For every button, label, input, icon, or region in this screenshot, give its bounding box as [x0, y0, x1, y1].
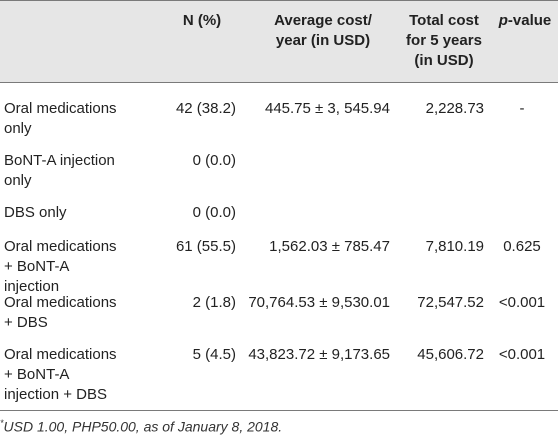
table-row: Oral medications + BoNT-A injection + DB…: [0, 345, 558, 411]
table-row: DBS only 0 (0.0): [0, 203, 558, 229]
row-average-cost: 70,764.53 ± 9,530.01: [248, 294, 390, 311]
row-n: 61 (55.5): [175, 238, 236, 255]
table-row: BoNT-A injection only 0 (0.0): [0, 151, 558, 203]
row-average-cost: 445.75 ± 3, 545.94: [264, 100, 390, 117]
row-p-value: 0.625: [503, 238, 541, 255]
table-row: Oral medications only 42 (38.2) 445.75 ±…: [0, 99, 558, 151]
header-average-cost: Average cost/ year (in USD): [274, 12, 372, 49]
header-total-cost: Total cost for 5 years (in USD): [406, 12, 482, 69]
row-p-value: <0.001: [498, 294, 546, 311]
footnote-marker: *: [0, 418, 4, 428]
row-total-cost: 72,547.52: [417, 294, 484, 311]
row-label: Oral medications only: [4, 100, 117, 137]
row-n: 5 (4.5): [192, 346, 236, 363]
footnote-text: USD 1.00, PHP50.00, as of January 8, 201…: [3, 418, 283, 435]
row-total-cost: 45,606.72: [417, 346, 484, 363]
row-n: 2 (1.8): [192, 294, 236, 311]
row-average-cost: 1,562.03 ± 785.47: [269, 238, 390, 255]
table-footnote: *USD 1.00, PHP50.00, as of January 8, 20…: [0, 418, 282, 435]
row-n: 42 (38.2): [175, 100, 236, 117]
row-label: Oral medications + BoNT-A injection: [4, 238, 117, 295]
header-p-rest: -value: [507, 12, 552, 29]
table-row: Oral medications + DBS 2 (1.8) 70,764.53…: [0, 293, 558, 345]
header-n: N (%): [182, 12, 222, 29]
row-p-value: <0.001: [498, 346, 546, 363]
row-label: Oral medications + DBS: [4, 294, 117, 331]
row-average-cost: 43,823.72 ± 9,173.65: [248, 346, 390, 363]
row-label: BoNT-A injection only: [4, 152, 115, 189]
row-n: 0 (0.0): [192, 152, 236, 169]
row-label: Oral medications + BoNT-A injection + DB…: [4, 346, 117, 403]
row-n: 0 (0.0): [192, 204, 236, 221]
header-p-italic: p: [498, 12, 508, 29]
row-label: DBS only: [4, 204, 67, 221]
table-header: N (%) Average cost/ year (in USD) Total …: [0, 0, 558, 83]
row-p-value: -: [519, 100, 525, 117]
header-p-value: p-value: [492, 11, 558, 31]
row-total-cost: 7,810.19: [425, 238, 484, 255]
cost-table: N (%) Average cost/ year (in USD) Total …: [0, 0, 558, 411]
row-total-cost: 2,228.73: [425, 100, 484, 117]
table-row: Oral medications + BoNT-A injection 61 (…: [0, 237, 558, 295]
